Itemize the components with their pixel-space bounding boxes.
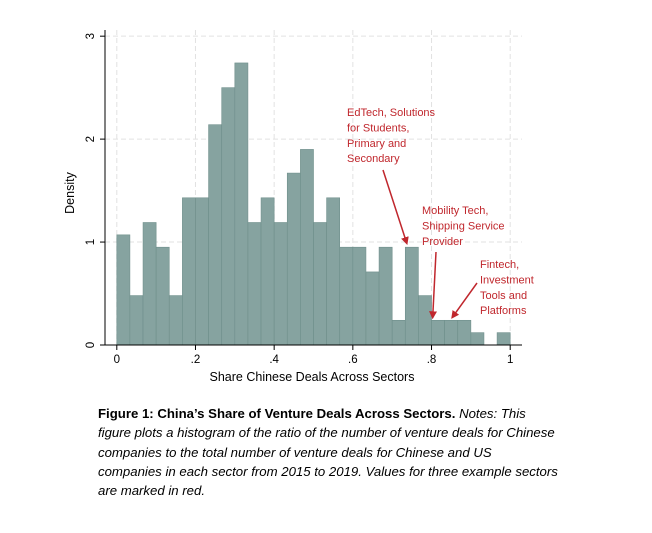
x-tick-label: 1 (507, 354, 513, 366)
annotation-layer: EdTech, Solutions for Students, Primary an… (347, 107, 534, 320)
histogram-bar (365, 271, 380, 346)
histogram-bar (391, 319, 406, 346)
annotation-arrow (382, 169, 409, 246)
annotation-line: Platforms (480, 305, 527, 317)
y-tick-label: 3 (85, 33, 97, 39)
caption-title: Figure 1: China’s Share of Venture Deals… (98, 406, 456, 421)
x-tick-label: .6 (348, 354, 358, 366)
histogram-bar (142, 222, 157, 346)
annotation-line: Shipping Service (422, 220, 505, 232)
histogram-bar (195, 197, 209, 346)
histogram-chart: 0 .2 .4 .6 .8 1 0 1 2 3 Share Chinese Deals Acros… (63, 30, 534, 384)
x-axis-label: Share Chinese Deals Across Sectors (210, 370, 415, 384)
annotation-line: EdTech, Solutions (347, 107, 436, 119)
histogram-bar (234, 62, 249, 346)
y-tick-label: 0 (85, 342, 97, 348)
figure-caption: Figure 1: China’s Share of Venture Deals… (98, 404, 558, 500)
annotation-text: EdTech, Solutions for Students, Primary an… (347, 107, 436, 165)
histogram-bar (339, 246, 354, 346)
histogram-bar (116, 234, 131, 346)
annotation-line: Primary and (347, 138, 406, 150)
x-tick-label: 0 (114, 354, 120, 366)
caption-notes: Notes: This figure plots a histogram of … (98, 406, 558, 499)
y-axis-label: Density (63, 171, 77, 213)
annotation-text: Fintech, Investment Tools and Platforms (480, 259, 534, 317)
annotation-line: Fintech, (480, 259, 519, 271)
x-tick-label: .8 (427, 354, 437, 366)
histogram-bar (470, 332, 485, 346)
histogram-bar (182, 197, 196, 346)
histogram-bar (444, 319, 459, 346)
histogram-bar (168, 295, 183, 346)
histogram-bar (155, 246, 170, 346)
histogram-bar (286, 172, 301, 346)
axes-layer: 0 .2 .4 .6 .8 1 0 1 2 3 (85, 30, 522, 366)
annotation-text: Mobility Tech, Shipping Service Provider (422, 205, 505, 248)
histogram-bar (418, 295, 432, 346)
y-tick-label: 2 (85, 136, 97, 142)
annotation-line: Investment (480, 274, 534, 286)
annotation-arrow (451, 282, 478, 319)
histogram-bar (273, 222, 288, 346)
histogram-bar (208, 124, 222, 346)
histogram-bar (300, 149, 314, 346)
annotation-line: Mobility Tech, (422, 205, 488, 217)
histogram-bar (352, 246, 367, 346)
grid-layer (105, 30, 522, 345)
histogram-bar (457, 319, 472, 346)
annotation-line: Provider (422, 236, 463, 248)
annotation-line: Secondary (347, 153, 400, 165)
histogram-bar (431, 319, 445, 346)
histogram-bar (496, 332, 511, 346)
x-tick-label: .4 (269, 354, 279, 366)
histogram-bar (326, 197, 341, 346)
bars-layer (116, 62, 511, 346)
histogram-bar (313, 222, 327, 346)
annotation-line: for Students, (347, 122, 409, 134)
annotation-arrow (429, 251, 437, 320)
histogram-bar (378, 246, 393, 346)
histogram-bar (404, 246, 419, 346)
histogram-bar (260, 197, 275, 346)
annotation-line: Tools and (480, 290, 527, 302)
histogram-bar (247, 222, 262, 346)
y-tick-label: 1 (85, 239, 97, 245)
histogram-bar (129, 295, 144, 346)
x-tick-label: .2 (191, 354, 201, 366)
histogram-bar (221, 87, 236, 346)
